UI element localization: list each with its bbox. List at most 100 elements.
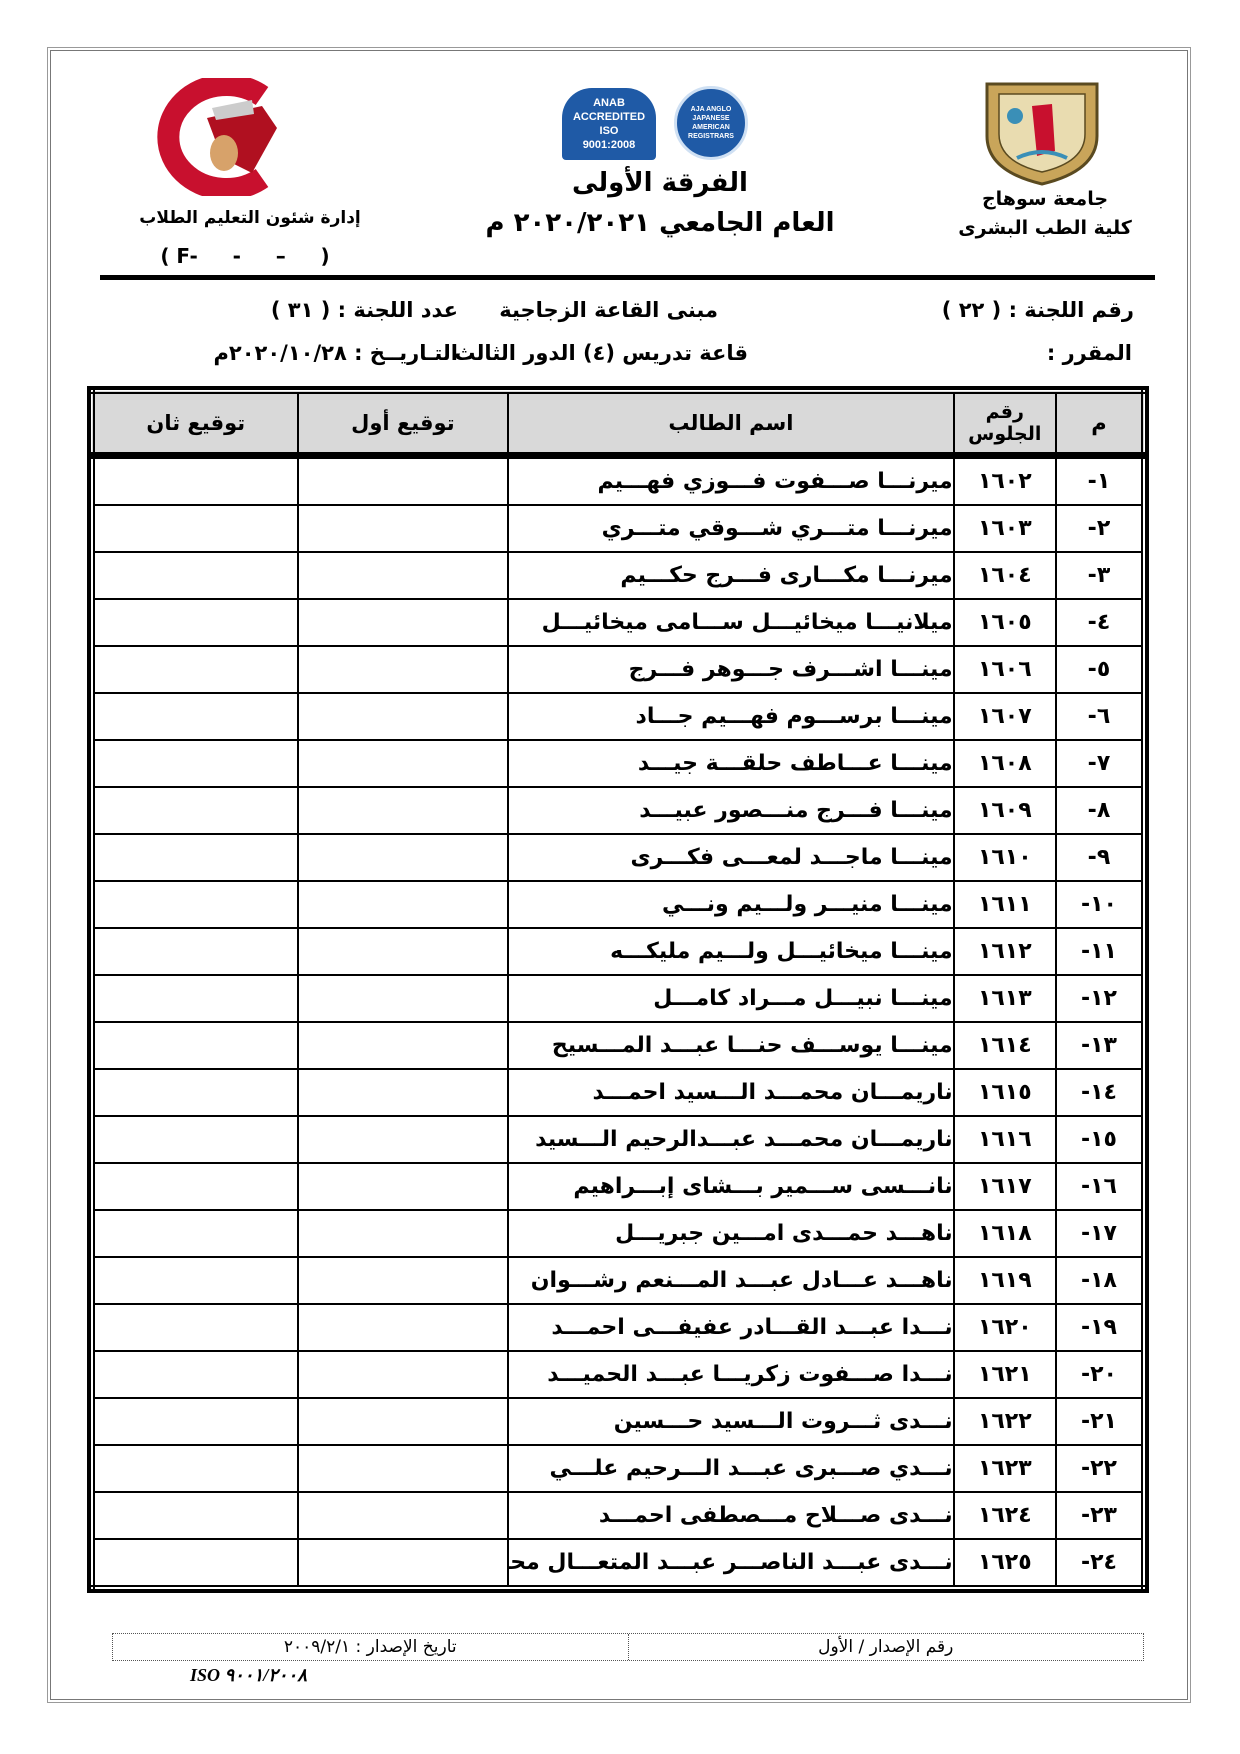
first-signature-cell[interactable]: [296, 504, 510, 553]
page-border: [50, 50, 1188, 1700]
seat-number: ١٦١٧: [952, 1162, 1057, 1211]
first-signature-cell[interactable]: [296, 739, 510, 788]
first-signature-cell[interactable]: [296, 551, 510, 600]
second-signature-cell[interactable]: [91, 1162, 299, 1211]
second-signature-cell[interactable]: [91, 1444, 299, 1493]
second-signature-cell[interactable]: [91, 927, 299, 976]
second-signature-cell[interactable]: [91, 1491, 299, 1540]
first-signature-cell[interactable]: [296, 1209, 510, 1258]
row-index: ٢٠-: [1054, 1350, 1146, 1399]
second-signature-cell[interactable]: [91, 833, 299, 882]
row-index: ٦-: [1054, 692, 1146, 741]
row-index: ١-: [1054, 454, 1146, 506]
header-index: م: [1054, 390, 1146, 459]
first-signature-cell[interactable]: [296, 880, 510, 929]
first-signature-cell[interactable]: [296, 1444, 510, 1493]
table-row: ١٨- ١٦١٩ ناهـــد عـــادل عبـــد المـــنعم …: [91, 1256, 1146, 1305]
first-signature-cell[interactable]: [296, 1256, 510, 1305]
committee-count: عدد اللجنة : ( ٣١ ): [270, 298, 458, 322]
student-name: مينـــا ماجـــد لمعـــى فكـــرى: [507, 833, 955, 882]
seat-number: ١٦١٤: [952, 1021, 1057, 1070]
student-name: مينـــا برســـوم فهـــيم جـــاد: [507, 692, 955, 741]
header-student-name: اسم الطالب: [507, 390, 955, 459]
table-row: ١١- ١٦١٢ مينـــا ميخائيـــل ولـــيم مليكــ…: [91, 927, 1146, 976]
second-signature-cell[interactable]: [91, 786, 299, 835]
second-signature-cell[interactable]: [91, 1209, 299, 1258]
second-signature-cell[interactable]: [91, 1021, 299, 1070]
first-signature-cell[interactable]: [296, 1491, 510, 1540]
student-name: مينـــا منيـــر ولـــيم ونـــي: [507, 880, 955, 929]
footer-issue-box: رقم الإصدار / الأول تاريخ الإصدار : ٢٠٠٩…: [112, 1633, 1144, 1661]
first-signature-cell[interactable]: [296, 598, 510, 647]
row-index: ٨-: [1054, 786, 1146, 835]
first-signature-cell[interactable]: [296, 833, 510, 882]
first-signature-cell[interactable]: [296, 1021, 510, 1070]
second-signature-cell[interactable]: [91, 1303, 299, 1352]
seat-number: ١٦٢٤: [952, 1491, 1057, 1540]
second-signature-cell[interactable]: [91, 1256, 299, 1305]
seat-number: ١٦١٠: [952, 833, 1057, 882]
first-signature-cell[interactable]: [296, 454, 510, 506]
first-signature-cell[interactable]: [296, 1303, 510, 1352]
student-name: مينـــا فـــرج منـــصور عبيـــد: [507, 786, 955, 835]
second-signature-cell[interactable]: [91, 1115, 299, 1164]
second-signature-cell[interactable]: [91, 504, 299, 553]
first-signature-cell[interactable]: [296, 974, 510, 1023]
student-name: ناهـــد عـــادل عبـــد المـــنعم رشـــوا…: [507, 1256, 955, 1305]
row-index: ١٤-: [1054, 1068, 1146, 1117]
student-name: نـــدى ثـــروت الـــسيد حـــسين: [507, 1397, 955, 1446]
first-signature-cell[interactable]: [296, 1538, 510, 1589]
table-row: ١٩- ١٦٢٠ نـــدا عبـــد القـــادر عفيفـــى …: [91, 1303, 1146, 1352]
student-name: نانـــسى ســـمير بـــشاى إبـــراهيم: [507, 1162, 955, 1211]
first-signature-cell[interactable]: [296, 645, 510, 694]
seat-number: ١٦٠٣: [952, 504, 1057, 553]
issue-number: رقم الإصدار / الأول: [818, 1637, 954, 1657]
first-signature-cell[interactable]: [296, 692, 510, 741]
row-index: ١٦-: [1054, 1162, 1146, 1211]
table-row: ١٣- ١٦١٤ مينـــا يوســـف حنـــا عبـــد الم…: [91, 1021, 1146, 1070]
table-row: ٢١- ١٦٢٢ نـــدى ثـــروت الـــسيد حـــسين: [91, 1397, 1146, 1446]
sohag-university-emblem: [985, 82, 1099, 186]
seat-number: ١٦١٦: [952, 1115, 1057, 1164]
seat-number: ١٦٢٥: [952, 1538, 1057, 1589]
row-index: ٢-: [1054, 504, 1146, 553]
student-name: ناريمـــان محمـــد عبـــدالرحيم الـــسيد: [507, 1115, 955, 1164]
seat-number: ١٦١١: [952, 880, 1057, 929]
first-signature-cell[interactable]: [296, 1115, 510, 1164]
second-signature-cell[interactable]: [91, 645, 299, 694]
first-signature-cell[interactable]: [296, 786, 510, 835]
second-signature-cell[interactable]: [91, 974, 299, 1023]
issue-date: تاريخ الإصدار : ٢٠٠٩/٢/١: [113, 1634, 629, 1660]
row-index: ٢٣-: [1054, 1491, 1146, 1540]
academic-year: العام الجامعي ٢٠٢٠/٢٠٢١ م: [485, 208, 835, 238]
second-signature-cell[interactable]: [91, 692, 299, 741]
iso-standard: ISO ٩٠٠١/٢٠٠٨: [190, 1665, 307, 1685]
student-name: مينـــا اشـــرف جـــوهر فـــرج: [507, 645, 955, 694]
first-signature-cell[interactable]: [296, 1162, 510, 1211]
row-index: ٢٤-: [1054, 1538, 1146, 1589]
second-signature-cell[interactable]: [91, 454, 299, 506]
second-signature-cell[interactable]: [91, 551, 299, 600]
first-signature-cell[interactable]: [296, 1397, 510, 1446]
form-code: ( F- - – ): [160, 244, 330, 268]
second-signature-cell[interactable]: [91, 739, 299, 788]
second-signature-cell[interactable]: [91, 1397, 299, 1446]
first-signature-cell[interactable]: [296, 1068, 510, 1117]
row-index: ٩-: [1054, 833, 1146, 882]
student-name: ميرنـــا متـــري شـــوقي متـــري: [507, 504, 955, 553]
table-row: ٤- ١٦٠٥ ميلانيـــا ميخائيـــل ســـامى ميخا…: [91, 598, 1146, 647]
second-signature-cell[interactable]: [91, 1538, 299, 1589]
table-row: ٢٣- ١٦٢٤ نـــدى صـــلاح مـــصطفى احمـــد: [91, 1491, 1146, 1540]
second-signature-cell[interactable]: [91, 598, 299, 647]
row-index: ١١-: [1054, 927, 1146, 976]
year-group-title: الفرقة الأولى: [572, 168, 748, 198]
second-signature-cell[interactable]: [91, 1068, 299, 1117]
first-signature-cell[interactable]: [296, 1350, 510, 1399]
row-index: ١٨-: [1054, 1256, 1146, 1305]
second-signature-cell[interactable]: [91, 880, 299, 929]
first-signature-cell[interactable]: [296, 927, 510, 976]
seat-number: ١٦٠٤: [952, 551, 1057, 600]
student-name: ميرنـــا صـــفوت فـــوزي فهـــيم: [507, 454, 955, 506]
seat-number: ١٦١٨: [952, 1209, 1057, 1258]
second-signature-cell[interactable]: [91, 1350, 299, 1399]
